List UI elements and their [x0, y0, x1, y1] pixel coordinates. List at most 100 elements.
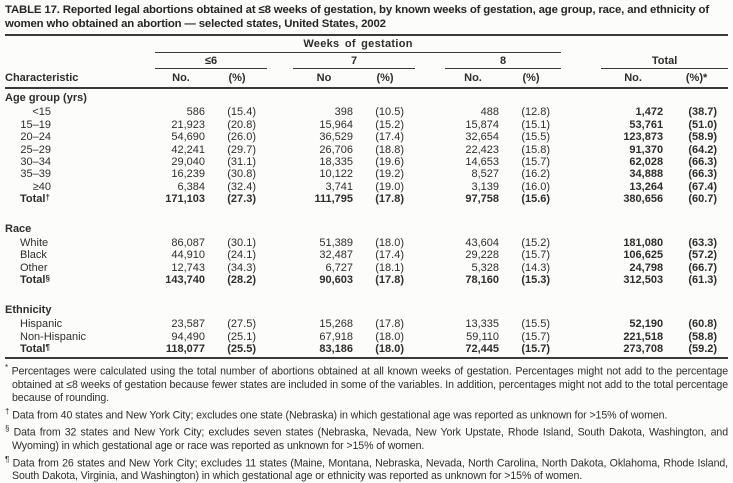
row-label-cell: <15 — [5, 104, 155, 118]
count-cell: 13,264 — [629, 180, 664, 193]
section-header-row: Age group (yrs) — [5, 88, 728, 104]
percent-cell: (66.3) — [688, 168, 718, 181]
percent-cell: (32.4) — [227, 180, 256, 193]
row-label: Total — [20, 342, 46, 355]
count-cell: 16,239 — [171, 168, 205, 181]
percent-cell: (15.5) — [521, 131, 551, 144]
section-header-row: Ethnicity — [5, 301, 728, 316]
count-cell: 13,335 — [465, 318, 499, 331]
group-header-7: 7 — [293, 52, 415, 69]
row-label-cell: Hispanic — [5, 316, 155, 330]
percent-cell: (31.1) — [227, 156, 256, 169]
percent-cell: (15.7) — [521, 156, 551, 169]
percent-cell: (17.4) — [375, 131, 404, 144]
col-header-pct-total: (%)* — [665, 68, 729, 89]
count-cell: 59,110 — [466, 330, 499, 343]
count-cell: 91,370 — [629, 143, 664, 156]
sub-header-row: Characteristic No. (%) No (%) No. (%) No… — [5, 68, 729, 89]
table-row: 25–29 42,241 (29.7) 26,706 (18.8) 22,423 (15.8… — [5, 144, 728, 156]
spacer-cell — [415, 168, 445, 180]
table-row: Total§ 143,740 (28.2) 90,603 (17.8) 78,160 (15… — [5, 274, 728, 286]
table-row: White 86,087 (30.1) 51,389 (18.0) 43,604 (15.2… — [5, 235, 728, 249]
row-label: Total — [20, 274, 46, 287]
row-label: <15 — [32, 106, 51, 119]
col-header-pct-lte6: (%) — [207, 68, 267, 89]
table-row: Total† 171,103 (27.3) 111,795 (17.8) 97,758 (1… — [5, 193, 728, 205]
spacer-cell — [415, 193, 445, 205]
percent-cell: (58.9) — [688, 131, 718, 144]
percent-cell: (18.0) — [375, 237, 404, 250]
spacer-cell — [561, 53, 601, 69]
percent-cell: (15.3) — [521, 274, 551, 287]
count-cell: 15,964 — [319, 118, 353, 131]
count-cell: 54,690 — [171, 131, 205, 144]
count-cell: 1,472 — [635, 106, 664, 119]
spacer-cell — [415, 274, 445, 286]
spacer-cell — [5, 53, 155, 69]
count-cell: 221,518 — [623, 330, 664, 343]
spacer-cell — [267, 104, 293, 118]
spacer-cell — [267, 53, 293, 69]
count-cell: 29,040 — [171, 156, 205, 169]
table-row: 20–24 54,690 (26.0) 36,529 (17.4) 32,654 (15.5… — [5, 131, 728, 143]
percent-cell: (17.8) — [375, 274, 404, 287]
count-cell: 312,503 — [623, 274, 664, 287]
spacer-cell — [561, 68, 602, 89]
percent-cell: (25.5) — [207, 342, 267, 360]
count-cell: 3,741 — [325, 180, 353, 193]
row-label-cell: White — [5, 235, 155, 249]
percent-cell: (18.0) — [355, 342, 415, 360]
count-cell: 90,603 — [319, 274, 353, 287]
section-header-row: Race — [5, 220, 728, 235]
percent-cell: (18.8) — [375, 143, 404, 156]
footnote-text: Percentages were calculated using the to… — [8, 365, 728, 404]
percent-cell: (18.0) — [375, 330, 404, 343]
spacer-cell — [267, 119, 293, 131]
section-header: Ethnicity — [5, 303, 52, 316]
spacer-cell — [267, 193, 293, 205]
group-header-row: ≤6 7 8 Total — [5, 52, 729, 69]
row-label: Non-Hispanic — [20, 330, 87, 343]
spacer-cell — [561, 331, 601, 343]
count-cell: 34,888 — [629, 168, 664, 181]
row-label: 35–39 — [20, 168, 51, 181]
spacer-cell — [5, 287, 728, 301]
table-row: Non-Hispanic 94,490 (25.1) 67,918 (18.0) 59,1… — [5, 331, 728, 343]
count-cell: 15,268 — [319, 318, 353, 331]
count-cell: 44,910 — [171, 249, 205, 262]
percent-cell: (66.3) — [688, 156, 718, 169]
percent-cell: (16.2) — [521, 168, 551, 181]
percent-cell: (19.2) — [375, 168, 404, 181]
percent-cell: (15.7) — [521, 249, 551, 262]
footnote-text: Data from 26 states and New York City; e… — [9, 457, 728, 483]
count-cell: 51,389 — [319, 237, 353, 250]
row-label: 30–34 — [20, 156, 51, 169]
percent-cell: (60.8) — [688, 318, 718, 331]
count-cell: 111,795 — [314, 193, 353, 206]
count-cell: 106,625 — [623, 249, 664, 262]
spacer-cell — [267, 249, 293, 261]
count-cell: 118,077 — [155, 342, 207, 360]
spacer-cell — [415, 144, 445, 156]
section-header: Age group (yrs) — [5, 92, 87, 104]
percent-cell: (30.8) — [227, 168, 256, 181]
row-label: Other — [20, 261, 48, 274]
spacer-cell — [561, 144, 601, 156]
section-spacer-row — [5, 287, 728, 301]
count-cell: 26,706 — [319, 143, 353, 156]
percent-cell: (28.2) — [227, 274, 256, 287]
row-label-cell: 35–39 — [5, 168, 155, 180]
count-cell: 18,335 — [319, 156, 353, 169]
characteristic-header: Characteristic — [5, 68, 155, 89]
spacer-cell — [415, 249, 445, 261]
row-label-cell: ≥40 — [5, 181, 155, 193]
row-label: Hispanic — [20, 318, 63, 331]
spacer-cell — [415, 316, 445, 330]
col-header-pct-8: (%) — [501, 68, 562, 89]
count-cell: 53,761 — [629, 118, 664, 131]
footnote-marker: * — [5, 363, 9, 373]
count-cell: 586 — [186, 106, 205, 119]
percent-cell: (16.0) — [521, 180, 551, 193]
row-label-cell: 15–19 — [5, 119, 155, 131]
percent-cell: (15.6) — [521, 193, 551, 206]
